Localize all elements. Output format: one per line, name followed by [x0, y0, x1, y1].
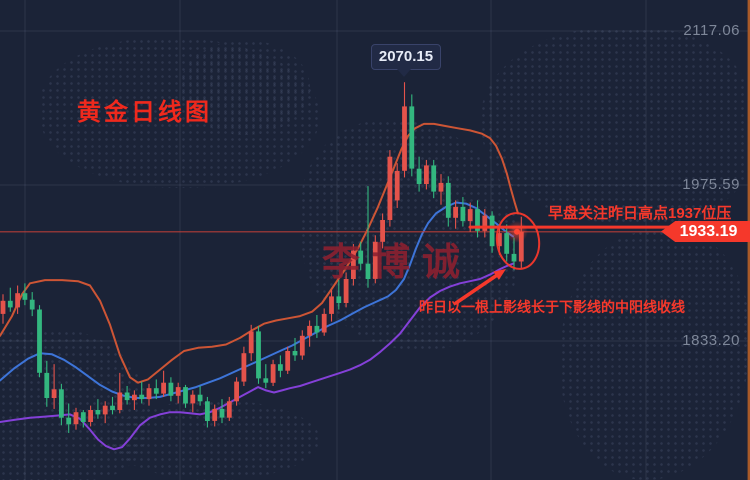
band-upper [0, 122, 519, 384]
band-middle [0, 201, 514, 399]
candles [0, 82, 524, 433]
band-lower [0, 262, 514, 451]
annotation-arrow [454, 269, 506, 305]
highlight-ellipse [495, 212, 541, 270]
price-glow-dot [506, 220, 528, 243]
